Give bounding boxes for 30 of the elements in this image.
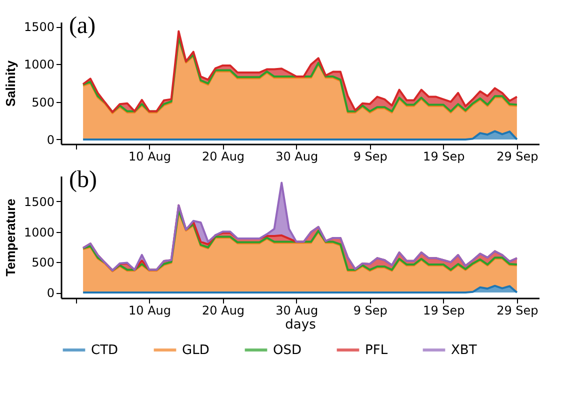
x-tick-label: 20 Aug <box>202 304 245 318</box>
annotation: (b) <box>69 167 97 193</box>
legend-label: XBT <box>451 343 477 358</box>
y-tick-label: 0 <box>46 286 54 300</box>
x-axis-title: days <box>285 318 316 332</box>
legend-label: OSD <box>273 343 302 358</box>
x-tick-label: 19 Sep <box>423 304 465 318</box>
y-axis-title: Salinity <box>2 60 18 107</box>
y-tick-label: 0 <box>46 132 54 147</box>
y-tick-label: 500 <box>32 256 54 270</box>
legend-label: PFL <box>365 343 388 358</box>
x-tick-label: 9 Sep <box>353 150 388 164</box>
x-tick-label: 10 Aug <box>128 150 172 164</box>
x-tick-label: 10 Aug <box>128 304 172 318</box>
x-tick-label: 30 Aug <box>276 304 318 318</box>
x-tick-label: 19 Sep <box>423 150 465 164</box>
annotation: (a) <box>69 13 96 39</box>
x-tick-label: 20 Aug <box>202 150 245 164</box>
y-tick-label: 500 <box>32 95 54 110</box>
x-tick-label: 30 Aug <box>276 150 318 164</box>
legend-label: CTD <box>91 343 118 358</box>
legend-label: GLD <box>182 343 210 358</box>
x-tick-label: 29 Sep <box>496 304 538 318</box>
y-tick-label: 1500 <box>24 194 54 209</box>
x-tick-label: 9 Sep <box>353 304 388 318</box>
y-tick-label: 1000 <box>24 58 54 72</box>
y-tick-label: 1000 <box>24 225 54 240</box>
y-tick-label: 1500 <box>24 20 54 34</box>
y-axis-title: Temperature <box>2 198 18 276</box>
x-tick-label: 29 Sep <box>496 150 538 164</box>
